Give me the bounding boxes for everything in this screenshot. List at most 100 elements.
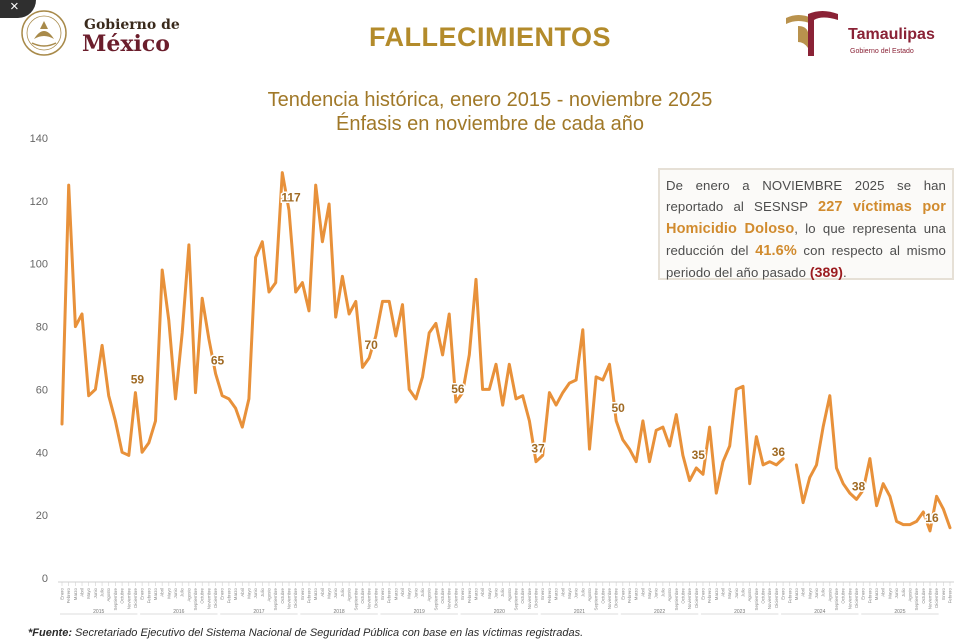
x-month-label: Junio (574, 587, 579, 598)
x-month-label: Septiembre (433, 587, 438, 610)
y-tick-label: 140 (30, 133, 48, 145)
chart-subtitle: Tendencia histórica, enero 2015 - noviem… (0, 88, 980, 136)
x-month-label: Enero (140, 587, 145, 599)
x-month-label: Agosto (747, 587, 752, 601)
x-month-label: Mayo (246, 587, 251, 598)
x-month-label: Diciembre (453, 587, 458, 607)
x-month-label: Noviembre (767, 587, 772, 609)
x-month-label: Agosto (907, 587, 912, 601)
x-month-label: Abril (80, 588, 85, 597)
source-footnote: *Fuente: Secretariado Ejecutivo del Sist… (28, 627, 583, 639)
x-month-label: Noviembre (287, 587, 292, 609)
x-month-label: Junio (734, 587, 739, 598)
x-month-label: Julio (741, 587, 746, 597)
x-month-label: Marzo (554, 587, 559, 600)
data-label: 117 (281, 190, 301, 204)
x-month-label: Octubre (120, 587, 125, 603)
x-month-label: Agosto (507, 587, 512, 601)
summary-text-2: , lo que representa una reducción del (666, 221, 946, 258)
gobierno-de-mexico-logo: Gobierno de México (20, 9, 180, 57)
x-month-label: Diciembre (694, 587, 699, 607)
x-month-label: Abril (881, 588, 886, 597)
x-month-label: Septiembre (834, 587, 839, 610)
x-year-label: 2025 (894, 609, 905, 615)
x-month-label: Febrero (707, 587, 712, 603)
x-month-label: Septiembre (113, 587, 118, 610)
source-text: Secretariado Ejecutivo del Sistema Nacio… (72, 627, 584, 639)
data-label: 65 (211, 354, 225, 368)
x-month-label: Abril (560, 588, 565, 597)
x-month-label: Mayo (647, 587, 652, 598)
x-month-label: Junio (894, 587, 899, 598)
x-month-label: Julio (340, 587, 345, 597)
x-year-label: 2016 (173, 609, 184, 615)
series-line (794, 394, 952, 533)
x-month-label: Octubre (280, 587, 285, 603)
summary-text-3: con respecto al mismo periodo del año pa… (666, 243, 946, 280)
x-month-label: Septiembre (353, 587, 358, 610)
x-month-label: Julio (500, 587, 505, 597)
y-tick-label: 120 (30, 196, 48, 208)
x-month-label: Agosto (667, 587, 672, 601)
x-month-label: Diciembre (934, 587, 939, 607)
x-month-label: Febrero (467, 587, 472, 603)
x-month-label: Julio (420, 587, 425, 597)
x-month-label: Marzo (794, 587, 799, 600)
data-label: 56 (451, 382, 465, 396)
x-month-label: Mayo (807, 587, 812, 598)
x-month-label: Septiembre (594, 587, 599, 610)
tamaulipas-mark-icon (786, 11, 838, 56)
x-month-label: Diciembre (534, 587, 539, 607)
x-month-label: Mayo (887, 587, 892, 598)
x-month-label: Marzo (233, 587, 238, 600)
x-month-label: Abril (480, 588, 485, 597)
x-month-label: Febrero (146, 587, 151, 603)
x-month-label: Septiembre (514, 587, 519, 610)
y-tick-label: 100 (30, 259, 48, 271)
x-month-label: Septiembre (273, 587, 278, 610)
summary-highlight-victims: 227 víctimas por Homicidio Doloso (666, 199, 946, 237)
x-month-label: Abril (240, 588, 245, 597)
x-month-label: Agosto (427, 587, 432, 601)
summary-highlight-previous: (389) (809, 264, 844, 280)
x-month-label: Mayo (327, 587, 332, 598)
summary-box: De enero a NOVIEMBRE 2025 se han reporta… (658, 168, 954, 280)
series-line (60, 171, 785, 495)
x-month-label: Junio (654, 587, 659, 598)
x-month-label: Noviembre (527, 587, 532, 609)
x-month-label: Abril (160, 588, 165, 597)
x-month-label: Noviembre (847, 587, 852, 609)
x-month-label: Agosto (106, 587, 111, 601)
x-month-label: Diciembre (614, 587, 619, 607)
y-tick-label: 80 (36, 322, 48, 334)
data-label: 37 (531, 442, 545, 456)
x-month-label: Abril (320, 588, 325, 597)
x-month-label: Octubre (921, 587, 926, 603)
x-month-label: Noviembre (126, 587, 131, 609)
state-name: Tamaulipas (848, 26, 935, 43)
x-month-label: Octubre (440, 587, 445, 603)
source-label: *Fuente: (28, 627, 72, 639)
x-month-label: Diciembre (213, 587, 218, 607)
x-month-label: Julio (660, 587, 665, 597)
x-month-label: Diciembre (293, 587, 298, 607)
x-month-label: Diciembre (133, 587, 138, 607)
x-month-label: Septiembre (914, 587, 919, 610)
x-month-label: Febrero (66, 587, 71, 603)
x-month-label: Marzo (393, 587, 398, 600)
summary-text-1: De enero a NOVIEMBRE 2025 se han reporta… (666, 178, 946, 214)
x-month-label: Mayo (727, 587, 732, 598)
x-month-label: Febrero (226, 587, 231, 603)
x-month-label: Febrero (387, 587, 392, 603)
x-month-label: Marzo (714, 587, 719, 600)
x-month-label: Noviembre (367, 587, 372, 609)
x-month-label: Octubre (520, 587, 525, 603)
x-month-label: Junio (93, 587, 98, 598)
data-label: 50 (611, 401, 625, 415)
close-icon[interactable]: × (0, 0, 36, 18)
x-month-label: Diciembre (774, 587, 779, 607)
x-year-label: 2023 (734, 609, 745, 615)
x-month-label: Junio (814, 587, 819, 598)
x-month-label: Enero (540, 587, 545, 599)
x-year-label: 2019 (414, 609, 425, 615)
